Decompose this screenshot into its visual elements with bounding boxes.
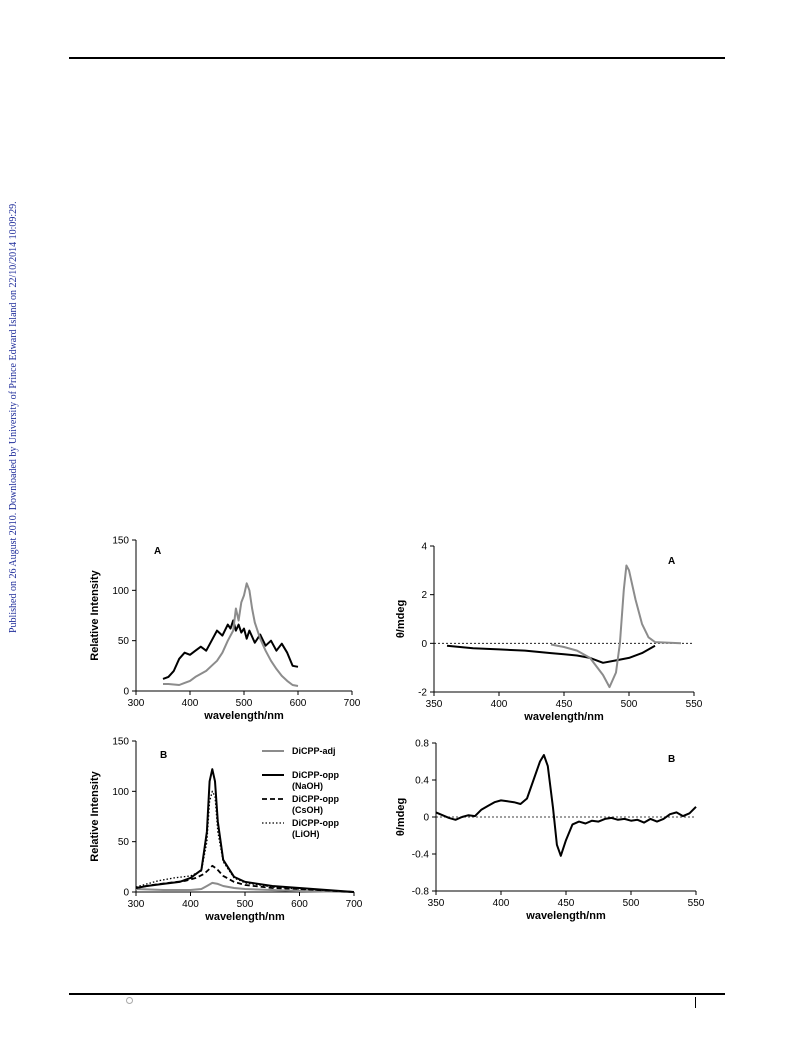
panel-label: A — [668, 556, 675, 567]
series-line-3 — [135, 864, 355, 893]
x-tick-label: 550 — [686, 699, 703, 710]
x-tick-label: 300 — [128, 899, 145, 910]
y-tick-label: 100 — [112, 787, 129, 798]
x-tick-label: 400 — [182, 698, 199, 709]
x-tick-label: 600 — [290, 698, 307, 709]
x-tick-label: 300 — [128, 698, 145, 709]
series-line-1 — [446, 644, 656, 664]
series-line-1 — [135, 881, 355, 893]
x-tick-label: 550 — [688, 898, 705, 909]
y-tick-label: -2 — [418, 688, 427, 699]
x-tick-label: 600 — [291, 899, 308, 910]
y-tick-label: 50 — [118, 636, 130, 647]
panel-label: A — [154, 546, 161, 557]
x-axis-label: wavelength/nm — [203, 710, 284, 722]
x-tick-label: 400 — [491, 699, 508, 710]
emission-spectra-chart-a: 300 400 500 600 700 0 50 100 150 wavelength/nm Rel… — [89, 536, 361, 723]
y-tick-label: -0.8 — [412, 887, 430, 898]
y-tick-label: 150 — [112, 536, 129, 547]
y-tick-label: 100 — [112, 586, 129, 597]
footer-circle-icon — [126, 997, 133, 1004]
legend-label-4: DiCPP-opp — [292, 818, 339, 828]
y-tick-label: 0 — [421, 639, 427, 650]
y-tick-label: 50 — [118, 837, 130, 848]
cd-spectra-chart-b: 350 400 450 500 550 -0.8 -0.4 0 0.4 0.8 wavelength… — [395, 739, 705, 923]
legend-label-4: (LiOH) — [292, 829, 320, 839]
legend-label-2: (NaOH) — [292, 781, 323, 791]
x-axis-label: wavelength/nm — [525, 910, 606, 922]
x-axis-label: wavelength/nm — [204, 911, 285, 923]
y-tick-label: 0.8 — [415, 739, 429, 750]
footer-page-divider — [695, 997, 696, 1008]
legend-label-3: DiCPP-opp — [292, 794, 339, 804]
panel-label: B — [160, 750, 167, 761]
x-tick-label: 400 — [182, 899, 199, 910]
x-tick-label: 500 — [236, 698, 253, 709]
y-tick-label: 0 — [123, 888, 129, 899]
footer-rule — [69, 993, 725, 995]
x-axis-label: wavelength/nm — [523, 711, 604, 723]
x-tick-label: 500 — [623, 898, 640, 909]
y-tick-label: 0 — [123, 687, 129, 698]
y-tick-label: 4 — [421, 542, 427, 553]
series-line-2 — [163, 582, 299, 687]
x-tick-label: 350 — [426, 699, 443, 710]
x-tick-label: 700 — [346, 899, 363, 910]
x-tick-label: 400 — [493, 898, 510, 909]
series-line-4 — [135, 790, 355, 893]
y-axis-label: Relative Intensity — [89, 569, 101, 660]
download-watermark: Published on 26 August 2010. Downloaded … — [8, 201, 19, 633]
panel-label: B — [668, 754, 675, 765]
x-tick-label: 450 — [556, 699, 573, 710]
x-tick-label: 450 — [558, 898, 575, 909]
header-rule — [69, 57, 725, 59]
x-tick-label: 350 — [428, 898, 445, 909]
x-tick-label: 500 — [621, 699, 638, 710]
y-tick-label: -0.4 — [412, 850, 430, 861]
y-tick-label: 150 — [112, 737, 129, 748]
y-tick-label: 0 — [423, 813, 429, 824]
legend-label-3: (CsOH) — [292, 805, 323, 815]
y-axis-label: Relative Intensity — [89, 770, 101, 861]
y-tick-label: 0.4 — [415, 776, 429, 787]
series-line-2 — [550, 564, 682, 689]
x-tick-label: 500 — [237, 899, 254, 910]
emission-spectra-chart-b: 300 400 500 600 700 0 50 100 150 wavelength/nm Rel… — [89, 737, 363, 924]
y-tick-label: 2 — [421, 590, 427, 601]
y-axis-label: θ/mdeg — [395, 600, 407, 638]
legend-label-1: DiCPP-adj — [292, 746, 336, 756]
y-axis-label: θ/mdeg — [395, 798, 407, 836]
legend-label-2: DiCPP-opp — [292, 770, 339, 780]
cd-spectra-chart-a: 350 400 450 500 550 -2 0 2 4 wavelength/nm θ/mdeg A — [395, 542, 703, 724]
x-tick-label: 700 — [344, 698, 361, 709]
series-line-1 — [435, 754, 697, 857]
